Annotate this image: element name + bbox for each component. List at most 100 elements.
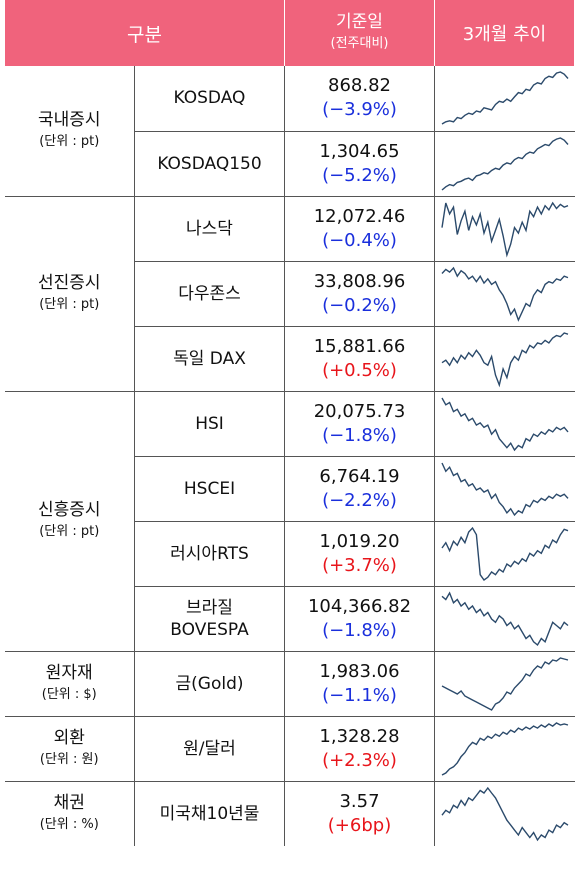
sparkline-series [441, 136, 569, 191]
table-body: 국내증시 (단위 : pt) KOSDAQ 868.82 (−3.9%) KOSDAQ15… [4, 66, 575, 846]
group-unit: (단위 : $) [41, 686, 97, 702]
sparkline-chart [441, 266, 568, 322]
index-value: 1,328.28 [319, 725, 400, 747]
weekly-change: (+6bp) [327, 814, 392, 836]
index-value: 1,019.20 [319, 530, 400, 552]
trend-cell [434, 456, 575, 522]
table-row: 러시아RTS 1,019.20 (+3.7%) [5, 521, 575, 587]
index-name-text: HSI [195, 413, 224, 434]
index-name-text: 미국채10년물 [159, 803, 260, 824]
weekly-change: (−3.9%) [322, 99, 397, 121]
index-value: 6,764.19 [319, 465, 400, 487]
index-value: 12,072.46 [313, 205, 406, 227]
index-name-text: KOSDAQ150 [157, 153, 262, 174]
group-name: 외환 [53, 727, 85, 748]
header-value: 기준일 (전주대비) [284, 0, 435, 66]
weekly-change: (−1.8%) [322, 619, 397, 641]
index-value: 33,808.96 [313, 270, 406, 292]
sparkline-chart [441, 590, 569, 646]
group-name: 신흥증시 [37, 500, 101, 520]
table-row: KOSDAQ150 1,304.65 (−5.2%) [5, 131, 575, 197]
index-name: KOSDAQ150 [134, 131, 285, 197]
index-name: 원/달러 [134, 716, 285, 782]
table-row: 외환 (단위 : 원) 원/달러 1,328.28 (+2.3%) [4, 716, 575, 782]
sparkline-chart [441, 721, 568, 776]
sparkline-series [441, 71, 569, 125]
sparkline-chart [441, 462, 569, 516]
index-name: HSI [134, 391, 285, 457]
sparkline-chart [441, 71, 569, 125]
group-label: 국내증시 (단위 : pt) [4, 66, 135, 197]
table-row: HSCEI 6,764.19 (−2.2%) [5, 456, 575, 522]
weekly-change: (−1.8%) [322, 424, 397, 446]
table-row: 원자재 (단위 : $) 금(Gold) 1,983.06 (−1.1%) [4, 651, 575, 717]
trend-cell [434, 716, 575, 782]
weekly-change: (−5.2%) [322, 164, 397, 186]
weekly-change: (+0.5%) [322, 359, 397, 381]
weekly-change: (−0.2%) [322, 294, 397, 316]
index-value-cell: 104,366.82 (−1.8%) [284, 586, 435, 652]
index-name: 나스닥 [134, 196, 285, 262]
index-name: KOSDAQ [134, 66, 285, 132]
sparkline-chart [441, 136, 569, 191]
index-name: 금(Gold) [134, 651, 285, 717]
sparkline-series [441, 590, 569, 646]
group-name: 국내증시 [37, 109, 101, 130]
group-name: 채권 [53, 792, 85, 813]
group-label: 채권 (단위 : %) [4, 781, 135, 846]
group-name: 선진증시 [37, 272, 101, 293]
index-value-cell: 33,808.96 (−0.2%) [284, 261, 435, 327]
index-value-cell: 1,304.65 (−5.2%) [284, 131, 435, 197]
table-row: 국내증시 (단위 : pt) KOSDAQ 868.82 (−3.9%) [4, 66, 575, 197]
group-unit: (단위 : pt) [39, 524, 100, 539]
index-value-cell: 3.57 (+6bp) [284, 781, 435, 846]
header-trend: 3개월 추이 [434, 0, 575, 66]
index-value: 3.57 [339, 790, 380, 812]
header-value-sub: (전주대비) [330, 36, 389, 51]
index-name: 브라질 BOVESPA [134, 586, 285, 652]
index-value-cell: 20,075.73 (−1.8%) [284, 391, 435, 457]
header-value-label: 기준일 [336, 12, 383, 32]
weekly-change: (+2.3%) [322, 749, 397, 771]
weekly-change: (+3.7%) [322, 554, 397, 576]
group-unit: (단위 : %) [39, 816, 99, 832]
sparkline-series [441, 721, 568, 776]
sparkline-chart [441, 656, 568, 711]
sparkline-series [441, 462, 569, 516]
group-label: 신흥증시 (단위 : pt) [4, 391, 135, 652]
index-name-text: 러시아RTS [170, 543, 249, 564]
group-label: 원자재 (단위 : $) [4, 651, 135, 717]
index-name-text: 원/달러 [183, 738, 236, 759]
index-value-cell: 15,881.66 (+0.5%) [284, 326, 435, 392]
index-name-text: 독일 DAX [173, 348, 246, 369]
trend-cell [434, 586, 575, 652]
group-label: 외환 (단위 : 원) [4, 716, 135, 782]
trend-cell [434, 66, 575, 132]
table-row: 채권 (단위 : %) 미국채10년물 3.57 (+6bp) [4, 781, 575, 846]
index-name: 미국채10년물 [134, 781, 285, 846]
index-name-text: 나스닥 [186, 218, 233, 239]
index-value-cell: 868.82 (−3.9%) [284, 66, 435, 132]
index-value-cell: 6,764.19 (−2.2%) [284, 456, 435, 522]
sparkline-series [441, 331, 568, 387]
sparkline-chart [441, 201, 568, 258]
index-value: 20,075.73 [313, 400, 406, 422]
group-label: 선진증시 (단위 : pt) [4, 196, 135, 392]
sparkline-series [441, 786, 569, 842]
index-name-text: 브라질 BOVESPA [170, 597, 249, 640]
index-value: 104,366.82 [307, 595, 412, 617]
index-name: 독일 DAX [134, 326, 285, 392]
sparkline-chart [441, 526, 568, 581]
group-unit: (단위 : pt) [39, 133, 100, 149]
table-row: 독일 DAX 15,881.66 (+0.5%) [5, 326, 575, 392]
index-name: 다우존스 [134, 261, 285, 327]
header-category: 구분 [4, 0, 285, 66]
index-name-text: 다우존스 [178, 283, 241, 304]
table-row: 신흥증시 (단위 : pt) HSI 20,075.73 (−1.8%) [4, 391, 575, 652]
table-row: 다우존스 33,808.96 (−0.2%) [5, 261, 575, 327]
index-value: 15,881.66 [313, 335, 406, 357]
index-value: 1,983.06 [319, 660, 400, 682]
sparkline-chart [441, 786, 569, 842]
index-value-cell: 1,328.28 (+2.3%) [284, 716, 435, 782]
sparkline-chart [441, 397, 569, 451]
